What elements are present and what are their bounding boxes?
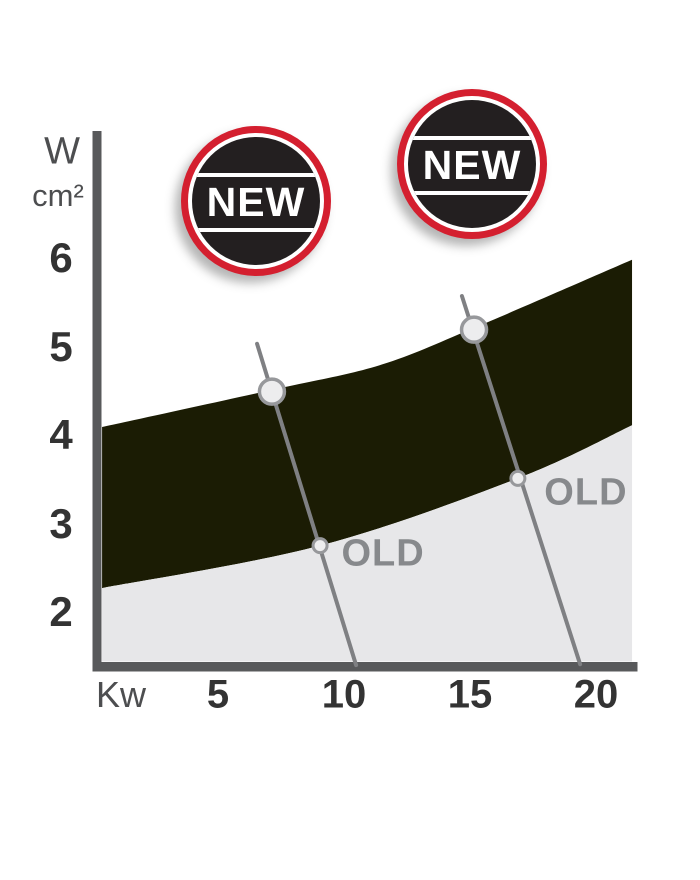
y-tick-label: 6 <box>49 234 73 281</box>
y-tick-label: 4 <box>49 411 73 458</box>
marker-new <box>257 377 287 406</box>
x-axis-bar <box>92 662 638 672</box>
marker-old <box>311 537 329 555</box>
y-tick-label: 5 <box>49 322 73 370</box>
badge-rule-bottom-icon <box>408 190 536 195</box>
new-badge-inner: NEW <box>408 100 536 228</box>
badge-rule-top-icon <box>408 135 536 140</box>
y-axis-unit-numerator: W <box>44 130 80 173</box>
old-series-label: OLD <box>544 471 628 514</box>
y-axis-unit-denominator: cm² <box>32 178 84 213</box>
x-axis-unit: Kw <box>95 674 147 715</box>
marker-old <box>509 469 527 487</box>
y-tick-label: 2 <box>49 588 73 635</box>
new-band <box>102 259 633 589</box>
x-tick-label: 20 <box>573 672 619 717</box>
y-tick-label: 3 <box>49 499 73 547</box>
new-badge-label: NEW <box>206 179 306 225</box>
new-badge: NEW <box>181 126 331 276</box>
new-badge: NEW <box>397 89 547 239</box>
old-series-label: OLD <box>341 532 425 575</box>
new-badge-label: NEW <box>422 142 522 188</box>
y-axis-bar <box>92 131 102 671</box>
x-tick-label: 10 <box>321 672 367 717</box>
new-badge-inner: NEW <box>192 137 320 265</box>
badge-rule-bottom-icon <box>192 227 320 232</box>
marker-new <box>459 315 489 344</box>
x-tick-label: 15 <box>447 672 493 717</box>
old-band <box>102 425 633 662</box>
badge-rule-top-icon <box>192 172 320 177</box>
x-tick-label: 5 <box>206 672 230 717</box>
